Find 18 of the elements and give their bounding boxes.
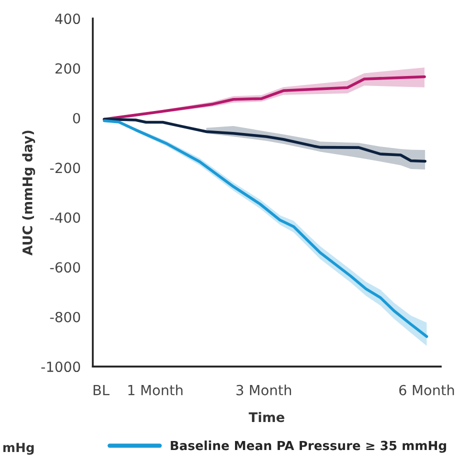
line-series <box>102 118 426 163</box>
x-tick-label: BL <box>94 385 110 396</box>
x-tick-label: 3 Month <box>236 384 292 396</box>
y-tick-label: -800 <box>50 312 80 322</box>
y-tick-label: -200 <box>50 162 80 174</box>
x-axis-title: Time <box>248 412 284 422</box>
x-tick-label: 6 Month <box>399 384 454 396</box>
text: mHg <box>3 442 34 455</box>
line-series <box>102 75 426 121</box>
legend-label: Baseline Mean PA Pressure ≥ 35 mmHg <box>170 440 446 453</box>
y-tick-label: 200 <box>56 63 80 74</box>
y-tick-label: 400 <box>55 14 80 24</box>
y-tick-label: -1000 <box>41 362 80 372</box>
x-tick-label: 1 Month <box>128 384 182 396</box>
y-tick-label: 0 <box>73 112 80 124</box>
y-axis-title: AUC (mmHg day) <box>22 130 36 256</box>
y-tick-label: -400 <box>50 212 80 223</box>
y-tick-label: -600 <box>50 262 80 273</box>
